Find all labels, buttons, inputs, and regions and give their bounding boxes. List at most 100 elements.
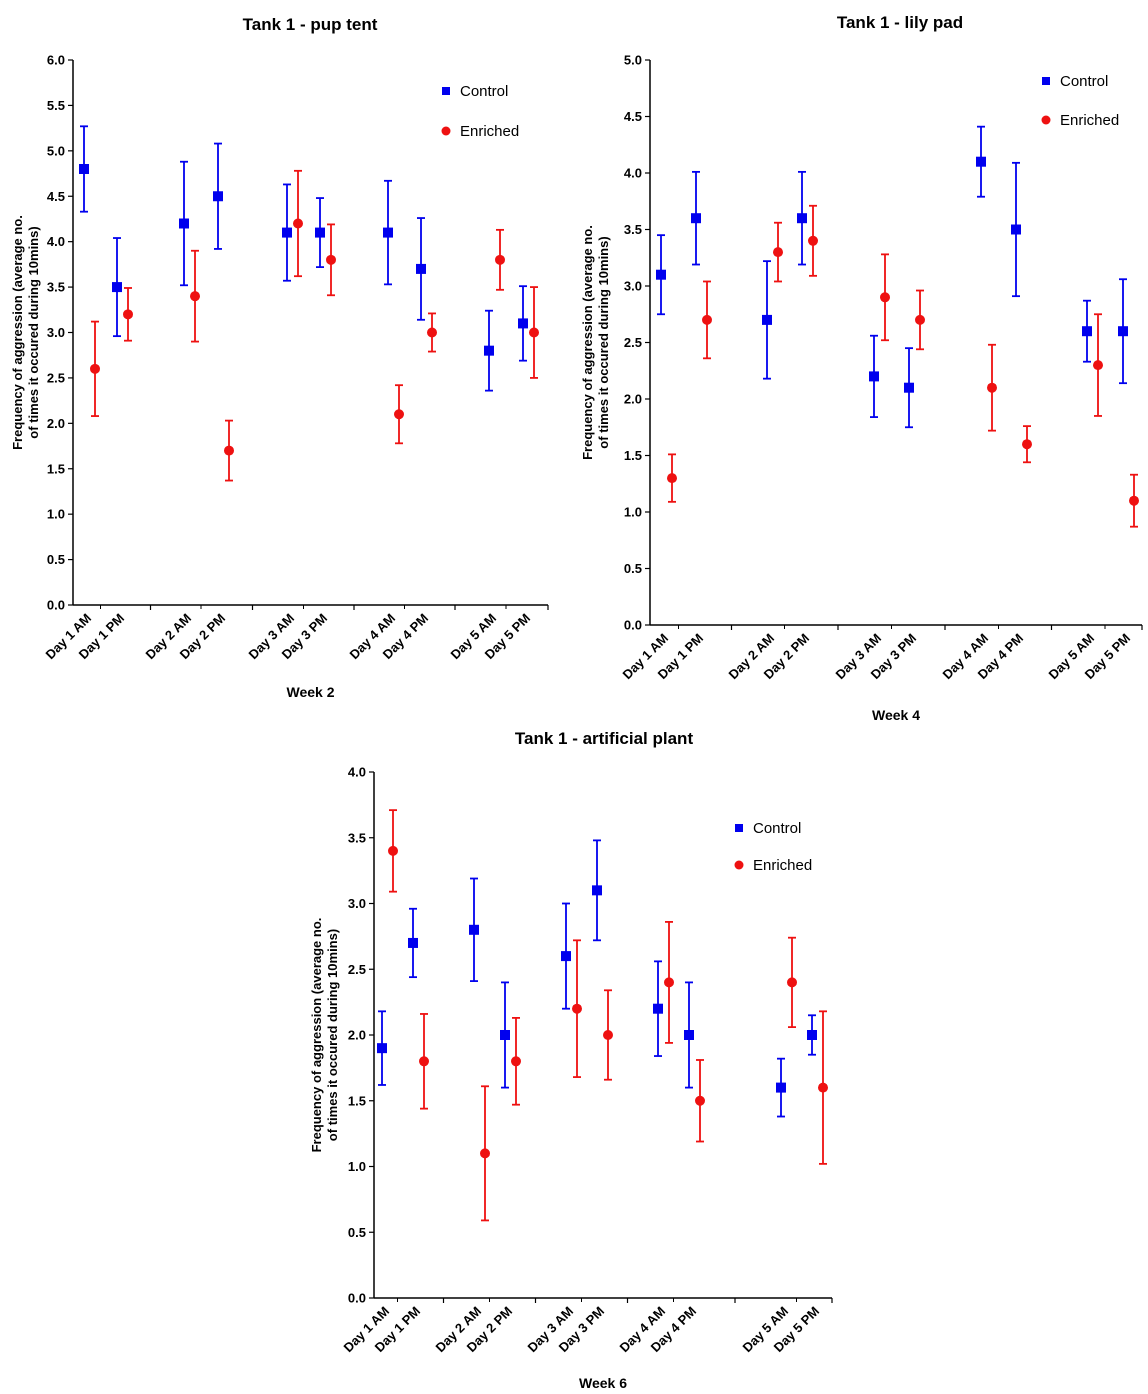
y-tick-label: 0.0 [47, 598, 65, 613]
data-point-control [776, 1082, 786, 1093]
data-point-enriched [394, 409, 404, 420]
y-tick-label: 1.0 [624, 505, 642, 520]
data-point-enriched [427, 327, 437, 338]
x-axis-title: Week 4 [872, 707, 920, 723]
y-tick-label: 2.5 [624, 335, 642, 350]
data-point-control [976, 156, 986, 167]
data-point-enriched [224, 445, 234, 456]
y-tick-label: 3.0 [348, 896, 366, 911]
data-point-enriched [915, 314, 925, 325]
y-tick-label: 1.5 [47, 461, 65, 476]
series-enriched [90, 169, 539, 482]
y-tick-label: 4.0 [348, 765, 366, 780]
y-tick-label: 2.0 [348, 1028, 366, 1043]
legend: Control Enriched [734, 820, 812, 874]
y-tick-label: 0.5 [348, 1225, 366, 1240]
y-tick-label: 5.5 [47, 98, 65, 113]
legend-marker-enriched [441, 126, 451, 136]
chart-panel-2: Tank 1 - lily pad 0.0 0.5 1.0 1.5 2.0 2.5 3.0 3.… [580, 13, 1143, 723]
data-point-control [762, 314, 772, 325]
data-point-control [1011, 224, 1021, 235]
data-point-enriched [667, 473, 677, 484]
data-point-enriched [702, 314, 712, 325]
y-tick-label: 1.5 [348, 1093, 366, 1108]
data-point-enriched [293, 218, 303, 229]
data-point-enriched [480, 1148, 490, 1159]
chart-panel-3: Tank 1 - artificial plant 0.0 0.5 1.0 1.5 2.0… [309, 729, 833, 1391]
legend: Control Enriched [1041, 73, 1119, 129]
data-point-enriched [495, 254, 505, 265]
y-tick-label: 6.0 [47, 53, 65, 68]
chart-title: Tank 1 - pup tent [243, 15, 378, 34]
data-point-control [79, 164, 89, 174]
y-tick-label: 3.5 [47, 280, 65, 295]
data-point-control [408, 937, 418, 948]
y-tick-label: 0.5 [47, 552, 65, 567]
y-tick-label: 2.0 [47, 416, 65, 431]
y-tick-label: 3.0 [624, 279, 642, 294]
data-point-enriched [511, 1056, 521, 1067]
legend-marker-control [1042, 77, 1050, 85]
series-control [656, 125, 1128, 429]
data-point-control [653, 1003, 663, 1014]
chart-title: Tank 1 - artificial plant [515, 729, 694, 748]
y-tick-label: 0.5 [624, 561, 642, 576]
y-tick-label: 4.5 [624, 109, 642, 124]
legend-label-enriched: Enriched [753, 857, 812, 874]
y-axis-title: of times it occured during 10mins) [325, 929, 340, 1141]
legend: Control Enriched [441, 83, 519, 140]
y-axis-title: of times it occured during 10mins) [596, 236, 611, 448]
data-point-control [904, 382, 914, 393]
y-axis-title: Frequency of aggression (average no. [580, 225, 595, 460]
data-point-control [807, 1030, 817, 1040]
y-tick-label: 3.5 [624, 222, 642, 237]
data-point-control [1082, 326, 1092, 337]
y-tick-label: 4.0 [47, 234, 65, 249]
series-control [377, 839, 817, 1118]
data-point-control [213, 191, 223, 202]
data-point-control [684, 1030, 694, 1040]
data-point-control [691, 213, 701, 224]
data-point-enriched [787, 977, 797, 988]
y-tick-label: 4.5 [47, 189, 65, 204]
data-point-enriched [388, 845, 398, 856]
data-point-enriched [90, 363, 100, 374]
y-tick-label: 1.0 [47, 507, 65, 522]
data-point-control [592, 885, 602, 896]
legend-marker-control [735, 824, 743, 832]
series-enriched [388, 809, 828, 1222]
y-tick-label: 2.5 [47, 370, 65, 385]
data-point-enriched [326, 254, 336, 265]
y-tick-label: 2.5 [348, 962, 366, 977]
series-enriched [667, 204, 1139, 528]
data-point-enriched [818, 1082, 828, 1093]
legend-label-enriched: Enriched [1060, 112, 1119, 129]
y-axis-title: Frequency of aggression (average no. [309, 918, 324, 1153]
legend-label-control: Control [753, 820, 801, 837]
data-point-enriched [1129, 495, 1139, 506]
y-tick-label: 0.0 [624, 618, 642, 633]
y-tick-label: 4.0 [624, 166, 642, 181]
data-point-control [561, 951, 571, 962]
data-point-control [469, 924, 479, 935]
data-point-control [869, 371, 879, 382]
data-point-enriched [808, 235, 818, 246]
data-point-control [797, 213, 807, 224]
data-point-enriched [987, 382, 997, 393]
legend-marker-control [442, 87, 450, 95]
y-tick-label: 3.0 [47, 325, 65, 340]
data-point-enriched [1022, 439, 1032, 450]
legend-marker-enriched [734, 860, 744, 870]
y-tick-label: 1.5 [624, 448, 642, 463]
y-axis-title: Frequency of aggression (average no. [10, 215, 25, 450]
data-point-control [282, 227, 292, 238]
data-point-enriched [1093, 360, 1103, 371]
series-control [79, 125, 528, 392]
data-point-enriched [123, 309, 133, 320]
x-axis-title: Week 2 [287, 684, 335, 700]
data-point-enriched [773, 247, 783, 258]
x-axis-title: Week 6 [579, 1375, 627, 1391]
legend-marker-enriched [1041, 115, 1051, 125]
legend-label-control: Control [1060, 73, 1108, 90]
data-point-enriched [880, 292, 890, 303]
